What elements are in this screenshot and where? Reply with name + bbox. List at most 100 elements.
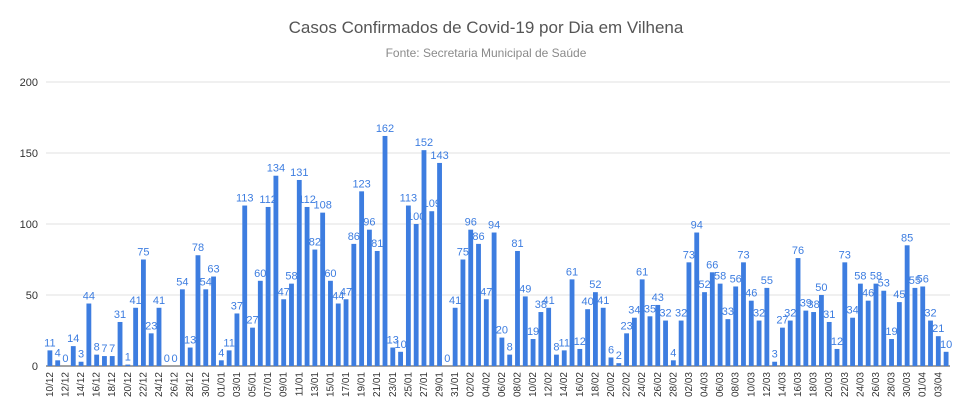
x-tick-label: 24/03 [855,372,866,397]
data-label: 8 [553,342,559,354]
bar [148,333,154,366]
data-label: 56 [730,273,742,285]
data-label: 73 [839,249,851,261]
bar [226,350,232,366]
data-label: 8 [507,342,513,354]
bar [452,307,458,366]
chart-title: Casos Confirmados de Covid-19 por Dia em… [288,18,684,37]
bar [515,250,520,366]
bar [359,191,365,366]
x-tick-label: 22/12 [138,372,149,397]
data-label: 6 [608,344,614,356]
data-label: 73 [737,249,749,261]
x-tick-label: 26/12 [170,372,181,397]
bar [733,286,739,366]
data-label: 31 [114,309,126,321]
bar [577,348,583,366]
bar [195,255,201,366]
bar [366,229,372,366]
data-label: 76 [792,245,804,257]
x-tick-label: 18/12 [107,372,118,397]
x-tick-label: 31/01 [450,372,461,397]
bar [257,280,263,366]
bar [818,295,824,366]
bar [569,279,575,366]
data-label: 162 [376,123,394,135]
bar [102,356,107,366]
bar [538,312,544,366]
bar [281,299,287,366]
x-tick-label: 22/02 [622,372,633,397]
data-label: 55 [761,275,773,287]
x-tick-label: 28/03 [887,372,898,397]
bar [179,289,185,366]
data-label: 113 [400,193,418,205]
x-tick-label: 14/03 [777,372,788,397]
x-tick-label: 17/01 [341,372,352,397]
data-label: 32 [753,308,765,320]
bar [943,351,949,366]
bar [702,292,707,366]
data-label: 21 [932,323,944,335]
bar [289,283,294,366]
x-tick-label: 12/12 [60,372,71,397]
bar [242,205,248,366]
x-tick-label: 04/02 [481,372,492,397]
data-label: 33 [722,306,734,318]
bar [873,283,879,366]
data-label: 41 [129,295,141,307]
x-tick-label: 05/01 [248,372,259,397]
data-label: 50 [815,282,827,294]
bar [624,333,630,366]
x-tick-label: 28/02 [668,372,679,397]
data-label: 32 [659,308,671,320]
bar [429,211,435,366]
bar [78,361,84,366]
bar [608,357,614,366]
data-label: 4 [218,347,224,359]
data-label: 85 [901,232,913,244]
data-label: 40 [581,296,593,308]
data-label: 58 [285,271,297,283]
data-label: 134 [267,163,285,175]
data-label: 27 [246,315,258,327]
bar [647,316,653,366]
y-tick-label: 100 [20,219,38,231]
bar [55,360,61,366]
bar [889,339,894,366]
data-label: 52 [589,279,601,291]
bar [764,287,770,366]
data-label: 60 [254,268,266,280]
bar [250,327,255,366]
x-tick-label: 16/03 [793,372,804,397]
bar [483,299,489,366]
x-tick-label: 30/12 [201,372,212,397]
data-label: 13 [387,335,399,347]
x-tick-label: 20/12 [123,372,134,397]
bar [218,360,224,366]
data-label: 96 [465,217,477,229]
bar [935,336,941,366]
bar [140,259,146,366]
bar [834,348,840,366]
bar [725,319,731,366]
data-label: 47 [480,286,492,298]
bar [546,307,552,366]
bar [772,361,778,366]
data-label: 0 [172,353,178,365]
data-label: 3 [78,349,84,361]
x-tick-label: 16/02 [575,372,586,397]
data-label: 61 [636,266,648,278]
bar [187,347,193,366]
x-tick-label: 26/03 [871,372,882,397]
bar [405,205,411,366]
bar [47,350,53,366]
x-tick-label: 08/03 [731,372,742,397]
data-label: 4 [55,347,61,359]
data-label: 1 [125,352,131,364]
data-label: 44 [83,291,95,303]
x-tick-label: 10/12 [45,372,56,397]
bar [499,337,505,366]
data-label: 14 [67,333,79,345]
